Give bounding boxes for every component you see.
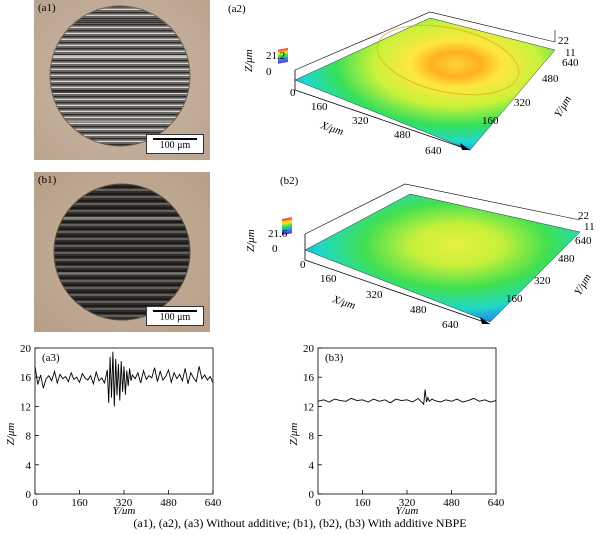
y-axis-a3: 0 4 8 12 16 20: [20, 343, 39, 501]
panel-label-a3: (a3): [42, 352, 60, 364]
y-tick-b2-160: 160: [506, 293, 523, 305]
x-tick-a2-3: 480: [394, 129, 411, 141]
y-tick-b2-480: 480: [558, 253, 575, 265]
y-tick-label-b3-5: 20: [303, 343, 315, 355]
micrograph-b1: (b1) 100 μm: [34, 172, 210, 332]
x-tick-label-a3-1: 160: [71, 497, 88, 509]
x-tick-label-b3-4: 640: [488, 497, 505, 509]
y-tick-label-a3-3: 12: [20, 401, 31, 413]
y-tick-label-b3-0: 0: [309, 489, 315, 501]
y-tick-label-b3-1: 4: [309, 460, 315, 472]
colorbar-b2: [282, 217, 292, 236]
x-tick-label-b3-3: 480: [443, 497, 460, 509]
x-tick-b2-3: 480: [410, 304, 427, 316]
y-tick-label-a3-0: 0: [26, 489, 32, 501]
y-tick-label-a3-5: 20: [20, 343, 32, 355]
x-tick-a2-2: 320: [352, 115, 369, 127]
panel-label-a2: (a2): [228, 3, 246, 15]
x-label-b3: Y/μm: [396, 505, 419, 514]
y-axis-b3: 0 4 8 12 16 20: [303, 343, 322, 501]
y-label-a2: Y/μm: [552, 94, 574, 120]
y-tick-label-b3-3: 12: [303, 401, 314, 413]
y-tick-a2-480: 480: [542, 73, 559, 85]
plot-frame-b3: [317, 347, 497, 495]
panel-label-b1: (b1): [38, 174, 57, 186]
x-tick-a2-1: 160: [311, 101, 328, 113]
x-axis-b3: 0 160 320 480 640: [315, 490, 505, 509]
surface-plot-b2: (b2) 21.6 0 Z/μm 22 11 0 160 320 480 640…: [245, 175, 595, 331]
x-axis-a3: 0 160 320 480 640: [32, 490, 222, 509]
panel-label-b2: (b2): [280, 175, 299, 187]
z-label-b2: Z/μm: [245, 229, 257, 252]
x-tick-b2-0: 0: [300, 259, 306, 271]
z-zero-a2: 0: [266, 66, 272, 78]
z-zero-b2: 0: [272, 243, 278, 255]
x-tick-label-b3-2: 320: [399, 497, 416, 509]
figure-caption: (a1), (a2), (a3) Without additive; (b1),…: [133, 516, 467, 530]
y-tick-label-a3-2: 8: [26, 431, 32, 443]
x-tick-a2-4: 640: [425, 145, 442, 157]
cbar-tick-b2-top: 22: [578, 210, 589, 222]
micrograph-a1: (a1) 100 μm: [34, 0, 210, 160]
profile-line-b3: [317, 389, 497, 406]
surface-plot-a2: (a2) 21.2 0 Z/μm 22 11 0 160 320 480 640…: [228, 3, 579, 157]
x-tick-label-a3-4: 640: [205, 497, 222, 509]
micrograph-a1-image: [34, 0, 210, 160]
micrograph-b1-image: [34, 172, 210, 332]
x-label-a2: X/μm: [318, 119, 345, 138]
z-top-a2: 21.2: [266, 50, 285, 62]
profile-chart-a3: 0 4 8 12 16 20 0 160 320 480 640 (a3) Z/μm Y/μm: [5, 343, 222, 514]
scale-bar-label-b1: 100 μm: [159, 312, 191, 323]
z-label-a2: Z/μm: [243, 49, 255, 72]
x-label-a3: Y/μm: [113, 505, 136, 514]
x-tick-b2-1: 160: [320, 273, 337, 285]
y-tick-label-a3-1: 4: [26, 460, 32, 472]
panel-label-b3: (b3): [325, 352, 344, 364]
colorbar-a2: [278, 48, 288, 64]
panel-label-a1: (a1): [38, 2, 56, 14]
y-tick-b2-640: 640: [575, 235, 592, 247]
y-tick-label-b3-4: 16: [303, 372, 315, 384]
y-label-b3: Z/μm: [288, 423, 300, 446]
y-tick-a2-160: 160: [482, 115, 499, 127]
y-tick-b2-320: 320: [534, 275, 551, 287]
x-tick-b2-4: 640: [442, 319, 459, 331]
x-tick-b2-2: 320: [366, 289, 383, 301]
profile-line-a3: [34, 351, 214, 407]
scale-bar-label-a1: 100 μm: [159, 140, 191, 151]
cbar-tick-b2-mid: 11: [584, 221, 595, 233]
x-tick-label-b3-0: 0: [315, 497, 321, 509]
scale-bar-a1: 100 μm: [146, 134, 204, 154]
y-label-a3: Z/μm: [5, 423, 17, 446]
scale-bar-b1: 100 μm: [146, 306, 204, 326]
cbar-tick-a2-mid: 11: [565, 47, 576, 59]
z-top-b2: 21.6: [268, 228, 288, 240]
x-tick-a2-0: 0: [290, 87, 296, 99]
y-tick-a2-320: 320: [514, 97, 531, 109]
x-label-b2: X/μm: [330, 293, 357, 312]
x-tick-label-a3-3: 480: [160, 497, 177, 509]
y-tick-label-a3-4: 16: [20, 372, 32, 384]
x-tick-label-b3-1: 160: [354, 497, 371, 509]
x-tick-label-a3-2: 320: [116, 497, 133, 509]
y-tick-label-b3-2: 8: [309, 431, 315, 443]
profile-chart-b3: 0 4 8 12 16 20 0 160 320 480 640 (b3) Z/μm Y/μm: [288, 343, 505, 514]
cbar-tick-a2-top: 22: [558, 35, 569, 47]
x-tick-label-a3-0: 0: [32, 497, 38, 509]
y-label-b2: Y/μm: [572, 272, 594, 298]
y-tick-a2-640: 640: [562, 57, 579, 69]
